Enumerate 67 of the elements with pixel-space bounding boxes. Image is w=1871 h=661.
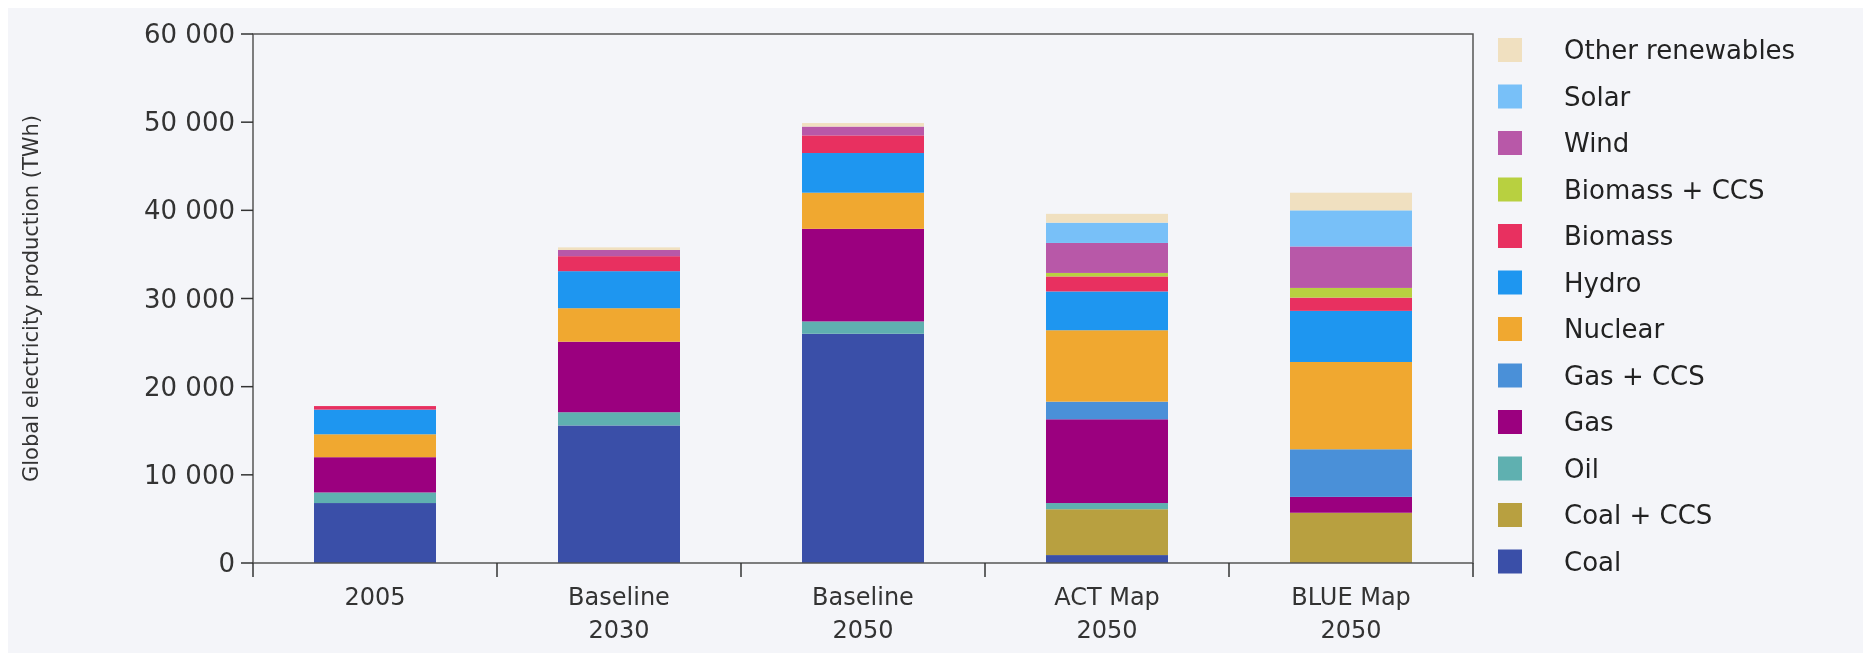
bar (1290, 310, 1412, 362)
bar (1046, 419, 1168, 504)
bar (1290, 512, 1412, 563)
legend-label: Oil (1564, 453, 1599, 484)
legend-label: Hydro (1564, 267, 1642, 298)
bar (802, 228, 924, 322)
x-tick-label: ACT Map 2050 (1054, 583, 1160, 644)
bar (802, 333, 924, 563)
bar (314, 434, 436, 458)
bar (1046, 330, 1168, 402)
y-tick-label: 0 (218, 548, 235, 579)
legend-label: Gas (1564, 407, 1614, 438)
bar (1046, 213, 1168, 223)
legend-label: Coal (1564, 546, 1622, 577)
y-tick-label: 50 000 (144, 107, 235, 138)
bar (1046, 222, 1168, 243)
bar (1290, 449, 1412, 497)
bar (558, 271, 680, 309)
x-tick-label: Baseline 2030 (568, 583, 670, 644)
bar (802, 321, 924, 334)
bar (1046, 401, 1168, 420)
x-tick-label: BLUE Map 2050 (1291, 583, 1411, 644)
bar (314, 457, 436, 493)
x-tick-label: 2005 (344, 583, 406, 611)
y-tick-label: 40 000 (144, 195, 235, 226)
y-axis-title: Global electricity production (TWh) (19, 114, 43, 483)
bar (802, 126, 924, 136)
legend-label: Wind (1564, 128, 1630, 159)
bar (1046, 242, 1168, 273)
bar (1290, 496, 1412, 513)
legend-label: Solar (1564, 81, 1631, 112)
bar (1290, 246, 1412, 288)
bar (1290, 361, 1412, 450)
bar (314, 492, 436, 504)
legend-label: Other renewables (1564, 35, 1796, 66)
bar (558, 341, 680, 413)
bar (558, 308, 680, 342)
bar (802, 153, 924, 193)
y-tick-label: 20 000 (144, 371, 235, 402)
bar (802, 192, 924, 229)
bar (1046, 509, 1168, 556)
legend-label: Biomass (1564, 221, 1674, 252)
legend-label: Coal + CCS (1564, 500, 1713, 531)
bar (1046, 503, 1168, 510)
bar (558, 256, 680, 272)
legend-label: Biomass + CCS (1564, 174, 1765, 205)
bar (314, 503, 436, 563)
bar (802, 123, 924, 127)
y-tick-label: 60 000 (144, 19, 235, 50)
legend-label: Nuclear (1564, 314, 1665, 345)
bar (1290, 192, 1412, 211)
bar (558, 250, 680, 257)
y-tick-label: 10 000 (144, 459, 235, 490)
y-tick-label: 30 000 (144, 283, 235, 314)
bar (1290, 210, 1412, 247)
bar (1290, 297, 1412, 311)
bar (558, 425, 680, 563)
bar (314, 406, 436, 410)
bar (1046, 276, 1168, 292)
legend-label: Gas + CCS (1564, 360, 1705, 391)
bar (802, 135, 924, 154)
bar (558, 412, 680, 426)
bar (314, 409, 436, 435)
x-tick-label: Baseline 2050 (812, 583, 914, 644)
bar (1290, 287, 1412, 298)
bar (1046, 291, 1168, 331)
bar (558, 247, 680, 251)
